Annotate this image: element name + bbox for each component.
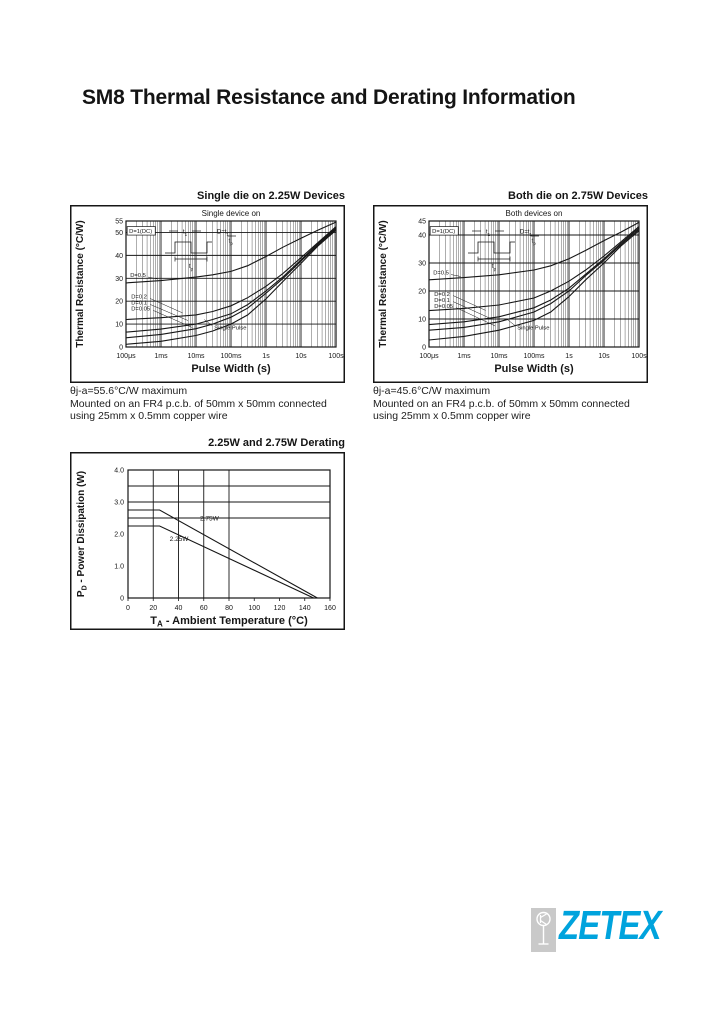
svg-text:D=0.5: D=0.5 bbox=[130, 273, 146, 279]
svg-text:Pulse Width (s): Pulse Width (s) bbox=[494, 363, 574, 375]
note-both-die: θj-a=45.6°C/W maximum Mounted on an FR4 … bbox=[373, 385, 669, 423]
chart-single-die: Single die on 2.25W Devices Single devic… bbox=[70, 190, 345, 383]
svg-text:100ms: 100ms bbox=[523, 353, 545, 360]
chart-both-title: Both die on 2.75W Devices bbox=[508, 190, 648, 202]
svg-text:10ms: 10ms bbox=[187, 353, 205, 360]
derating-chart: 0 1.0 2.0 3.0 4.0 0 20 40 60 80 100 120 140 160 TA - A… bbox=[70, 452, 345, 630]
svg-text:Thermal Resistance (°C/W): Thermal Resistance (°C/W) bbox=[75, 220, 86, 347]
svg-text:10ms: 10ms bbox=[490, 353, 508, 360]
svg-text:40: 40 bbox=[115, 253, 123, 260]
transistor-icon bbox=[531, 908, 556, 952]
svg-text:40: 40 bbox=[418, 233, 426, 240]
svg-text:D=1(DC): D=1(DC) bbox=[432, 229, 455, 235]
svg-text:30: 30 bbox=[115, 276, 123, 283]
svg-text:10s: 10s bbox=[295, 353, 307, 360]
note-line: θj-a=55.6°C/W maximum bbox=[70, 385, 188, 397]
svg-text:D=0.05: D=0.05 bbox=[131, 307, 150, 313]
svg-text:D=0.05: D=0.05 bbox=[434, 304, 453, 310]
note-single-die: θj-a=55.6°C/W maximum Mounted on an FR4 … bbox=[70, 385, 366, 423]
note-line: using 25mm x 0.5mm copper wire bbox=[70, 410, 228, 423]
svg-text:40: 40 bbox=[175, 605, 183, 612]
svg-text:2.25W: 2.25W bbox=[170, 536, 190, 543]
svg-text:tp: tp bbox=[492, 264, 497, 271]
svg-text:D=0.1: D=0.1 bbox=[131, 301, 147, 307]
svg-text:0: 0 bbox=[422, 345, 426, 352]
svg-text:30: 30 bbox=[418, 261, 426, 268]
svg-text:20: 20 bbox=[418, 289, 426, 296]
svg-text:50: 50 bbox=[115, 230, 123, 237]
svg-text:Thermal Resistance (°C/W): Thermal Resistance (°C/W) bbox=[378, 220, 389, 347]
svg-text:120: 120 bbox=[274, 605, 286, 612]
svg-text:100μs: 100μs bbox=[419, 353, 439, 360]
svg-text:0: 0 bbox=[126, 605, 130, 612]
svg-text:1s: 1s bbox=[565, 353, 573, 360]
svg-text:100s: 100s bbox=[328, 353, 344, 360]
svg-text:3.0: 3.0 bbox=[114, 500, 124, 507]
svg-text:2.0: 2.0 bbox=[114, 532, 124, 539]
svg-text:1s: 1s bbox=[262, 353, 270, 360]
svg-text:PD - Power Dissipation (W): PD - Power Dissipation (W) bbox=[76, 471, 88, 597]
svg-text:100μs: 100μs bbox=[116, 353, 136, 360]
svg-text:Pulse Width (s): Pulse Width (s) bbox=[191, 363, 271, 375]
note-line: using 25mm x 0.5mm copper wire bbox=[373, 410, 531, 423]
svg-text:t1: t1 bbox=[486, 230, 491, 237]
page-title: SM8 Thermal Resistance and Derating Info… bbox=[82, 86, 576, 109]
svg-text:Single device on: Single device on bbox=[202, 209, 261, 218]
svg-text:tp: tp bbox=[229, 239, 234, 246]
svg-text:1ms: 1ms bbox=[154, 353, 168, 360]
svg-text:Both devices on: Both devices on bbox=[506, 209, 563, 218]
zetex-wordmark: ZETEX bbox=[559, 902, 662, 948]
svg-text:D=1(DC): D=1(DC) bbox=[129, 229, 152, 235]
svg-text:Single Pulse: Single Pulse bbox=[214, 325, 246, 331]
svg-text:D=t1: D=t1 bbox=[217, 230, 230, 237]
note-line: Mounted on an FR4 p.c.b. of 50mm x 50mm … bbox=[373, 397, 630, 410]
svg-text:10: 10 bbox=[115, 322, 123, 329]
svg-text:D=0.1: D=0.1 bbox=[434, 298, 450, 304]
svg-text:4.0: 4.0 bbox=[114, 468, 124, 475]
svg-text:D=t1: D=t1 bbox=[520, 230, 533, 237]
svg-text:0: 0 bbox=[119, 345, 123, 352]
svg-text:D=0.2: D=0.2 bbox=[434, 292, 450, 298]
svg-text:t1: t1 bbox=[183, 230, 188, 237]
svg-text:10: 10 bbox=[418, 317, 426, 324]
svg-text:80: 80 bbox=[225, 605, 233, 612]
svg-text:10s: 10s bbox=[598, 353, 610, 360]
svg-text:tp: tp bbox=[189, 264, 194, 271]
svg-text:D=0.2: D=0.2 bbox=[131, 295, 147, 301]
note-line: Mounted on an FR4 p.c.b. of 50mm x 50mm … bbox=[70, 397, 327, 410]
chart-both-die: Both die on 2.75W Devices Both devices o… bbox=[373, 190, 648, 383]
svg-text:55: 55 bbox=[115, 219, 123, 226]
svg-text:20: 20 bbox=[149, 605, 157, 612]
svg-text:tp: tp bbox=[532, 239, 537, 246]
thermal-chart-single-die: Single device on 0 10 20 30 40 50 55 100μs 1ms 10m… bbox=[70, 205, 345, 383]
svg-text:100ms: 100ms bbox=[220, 353, 242, 360]
svg-text:1ms: 1ms bbox=[457, 353, 471, 360]
svg-text:100: 100 bbox=[248, 605, 260, 612]
chart-single-title: Single die on 2.25W Devices bbox=[197, 190, 345, 202]
chart-derating-title: 2.25W and 2.75W Derating bbox=[208, 437, 345, 449]
chart-derating: 2.25W and 2.75W Derating 0 1.0 2.0 3.0 4.0 0 2… bbox=[70, 437, 345, 630]
thermal-chart-both-die: Both devices on 0 10 20 30 40 45 100μs 1ms 10ms 10… bbox=[373, 205, 648, 383]
svg-text:160: 160 bbox=[324, 605, 336, 612]
svg-text:2.75W: 2.75W bbox=[200, 516, 220, 523]
zetex-logo: ZETEX bbox=[531, 905, 686, 952]
note-line: θj-a=45.6°C/W maximum bbox=[373, 385, 491, 397]
svg-text:60: 60 bbox=[200, 605, 208, 612]
svg-text:Single Pulse: Single Pulse bbox=[517, 325, 549, 331]
svg-text:20: 20 bbox=[115, 299, 123, 306]
svg-text:140: 140 bbox=[299, 605, 311, 612]
svg-text:TA - Ambient Temperature (°C): TA - Ambient Temperature (°C) bbox=[150, 615, 308, 628]
svg-text:D=0.5: D=0.5 bbox=[433, 271, 449, 277]
svg-text:1.0: 1.0 bbox=[114, 564, 124, 571]
svg-text:45: 45 bbox=[418, 219, 426, 226]
svg-text:0: 0 bbox=[120, 596, 124, 603]
svg-text:100s: 100s bbox=[631, 353, 647, 360]
